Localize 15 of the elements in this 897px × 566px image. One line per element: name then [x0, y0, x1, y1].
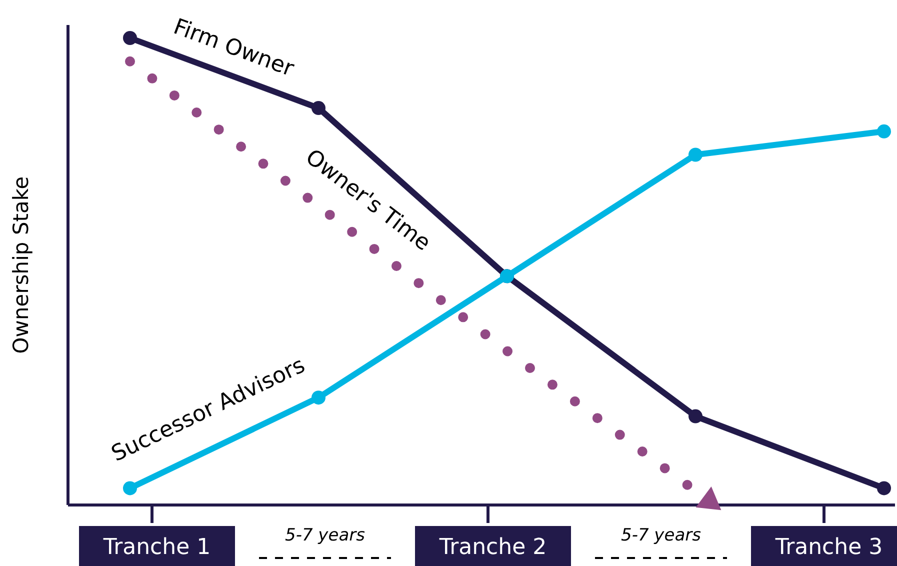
text: 5-7 years — [621, 526, 702, 546]
y-axis-title: Ownership Stake — [9, 176, 33, 354]
point — [123, 481, 137, 496]
point — [877, 124, 891, 138]
point — [312, 101, 326, 116]
text: 5-7 years — [285, 526, 366, 546]
point — [688, 148, 702, 162]
text: Tranche 1 — [102, 535, 211, 560]
text: Tranche 2 — [438, 535, 547, 560]
text: Tranche 3 — [774, 535, 883, 560]
point — [123, 31, 137, 45]
point — [688, 409, 702, 424]
point — [312, 390, 326, 405]
text: Firm Owner — [170, 14, 298, 82]
point — [877, 481, 891, 496]
